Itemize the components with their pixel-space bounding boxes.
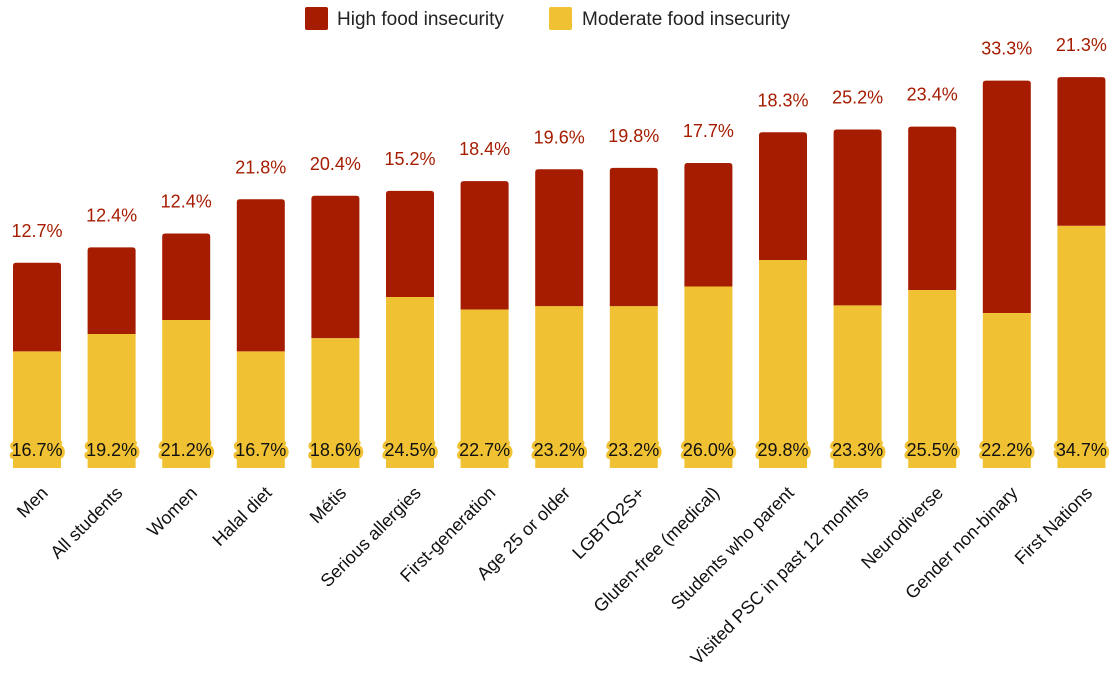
bar-high-serious-allergies <box>386 190 434 297</box>
label-high-visited-psc-in-past-12-months: 25.2% <box>832 87 883 107</box>
x-label-first-nations: First Nations <box>1011 483 1097 569</box>
bar-moderate-gender-non-binary <box>982 313 1031 468</box>
legend-label-high: High food insecurity <box>337 9 504 30</box>
bar-high-first-generation <box>460 181 509 310</box>
label-moderate-metis: 18.6% <box>310 440 361 460</box>
label-moderate-first-generation: 22.7% <box>459 440 510 460</box>
bar-high-all-students <box>87 247 136 334</box>
label-moderate-women: 21.2% <box>161 440 212 460</box>
bar-moderate-serious-allergies <box>386 296 434 468</box>
x-label-lgbtq2s: LGBTQ2S+ <box>568 483 648 563</box>
label-moderate-men: 16.7% <box>11 440 62 460</box>
label-high-lgbtq2s: 19.8% <box>608 126 659 146</box>
x-label-halal-diet: Halal diet <box>208 483 275 550</box>
legend: High food insecurity Moderate food insec… <box>305 7 791 30</box>
legend-label-moderate: Moderate food insecurity <box>582 9 791 30</box>
bar-high-gluten-free-medical <box>684 162 733 287</box>
legend-swatch-moderate <box>549 7 572 30</box>
bar-high-men <box>13 262 61 352</box>
x-label-men: Men <box>13 483 52 522</box>
label-moderate-neurodiverse: 25.5% <box>907 440 958 460</box>
moderate-value-labels: 16.7% 19.2% 21.2% 16.7% 18.6% 24.5% 22.7% 23.2%… <box>8 437 1109 463</box>
bar-high-metis <box>311 195 360 339</box>
label-high-serious-allergies: 15.2% <box>384 149 435 169</box>
x-label-students-who-parent: Students who parent <box>667 483 798 614</box>
label-high-age-25-or-older: 19.6% <box>534 127 585 147</box>
bar-moderate-age-25-or-older <box>535 306 584 468</box>
bar-high-visited-psc-in-past-12-months <box>833 129 882 306</box>
label-moderate-visited-psc-in-past-12-months: 23.3% <box>832 440 883 460</box>
x-label-women: Women <box>143 483 201 541</box>
bar-high-gender-non-binary <box>982 80 1031 314</box>
label-high-men: 12.7% <box>11 221 62 241</box>
label-high-gender-non-binary: 33.3% <box>981 39 1032 59</box>
bar-moderate-neurodiverse <box>908 290 957 468</box>
bar-moderate-metis <box>311 338 360 468</box>
bar-moderate-visited-psc-in-past-12-months <box>833 305 882 468</box>
bar-moderate-halal-diet <box>236 351 285 468</box>
bar-high-halal-diet <box>236 199 285 352</box>
bar-high-lgbtq2s <box>609 167 658 307</box>
bar-moderate-first-generation <box>460 309 509 468</box>
label-high-all-students: 12.4% <box>86 205 137 225</box>
bar-high-women <box>162 233 211 321</box>
bar-moderate-women <box>162 320 211 468</box>
x-label-all-students: All students <box>46 483 126 563</box>
label-moderate-all-students: 19.2% <box>86 440 137 460</box>
bar-high-students-who-parent <box>759 132 807 260</box>
label-high-students-who-parent: 18.3% <box>757 90 808 110</box>
label-high-first-generation: 18.4% <box>459 139 510 159</box>
label-moderate-age-25-or-older: 23.2% <box>534 440 585 460</box>
label-high-gluten-free-medical: 17.7% <box>683 121 734 141</box>
bar-moderate-students-who-parent <box>759 259 807 468</box>
label-high-women: 12.4% <box>161 191 212 211</box>
high-value-labels: 12.7% 12.4% 12.4% 21.8% 20.4% 15.2% 18.4% 19.6%… <box>11 35 1106 241</box>
label-moderate-students-who-parent: 29.8% <box>757 440 808 460</box>
bars-layer <box>13 77 1106 468</box>
label-moderate-lgbtq2s: 23.2% <box>608 440 659 460</box>
x-label-gluten-free-medical: Gluten-free (medical) <box>590 483 724 617</box>
label-moderate-serious-allergies: 24.5% <box>384 440 435 460</box>
label-high-halal-diet: 21.8% <box>235 157 286 177</box>
x-label-metis: Métis <box>306 483 351 528</box>
label-high-metis: 20.4% <box>310 154 361 174</box>
legend-swatch-high <box>305 7 328 30</box>
bar-moderate-all-students <box>87 333 136 468</box>
bar-moderate-gluten-free-medical <box>684 286 733 468</box>
bar-moderate-lgbtq2s <box>609 306 658 468</box>
label-high-neurodiverse: 23.4% <box>907 85 958 105</box>
bar-moderate-first-nations <box>1057 225 1106 468</box>
label-moderate-halal-diet: 16.7% <box>235 440 286 460</box>
bar-high-neurodiverse <box>908 126 957 291</box>
label-high-first-nations: 21.3% <box>1056 35 1107 55</box>
bar-moderate-men <box>13 351 61 468</box>
bar-high-first-nations <box>1057 77 1106 226</box>
bar-high-age-25-or-older <box>535 169 584 307</box>
label-moderate-gluten-free-medical: 26.0% <box>683 440 734 460</box>
label-moderate-gender-non-binary: 22.2% <box>981 440 1032 460</box>
label-moderate-first-nations: 34.7% <box>1056 440 1107 460</box>
